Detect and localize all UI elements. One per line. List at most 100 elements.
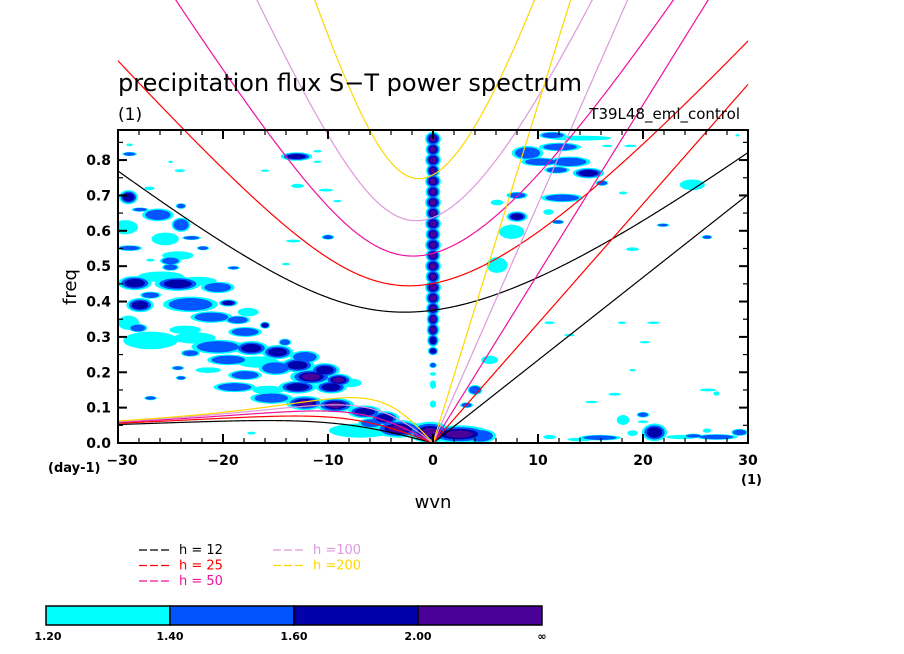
contour-patch-level-1: [647, 321, 660, 324]
x-tick-label: 20: [633, 453, 653, 469]
colorbar-segment: [169, 605, 295, 626]
contour-patch-level-1: [174, 169, 186, 173]
dispersion-curve-kelvin-h25: [432, 83, 749, 444]
contour-patch-level-2: [217, 383, 252, 392]
contour-patch-level-2: [702, 235, 712, 239]
legend-item: h =200: [273, 559, 361, 574]
contour-patch-level-1: [313, 160, 322, 164]
contour-patch-level-4: [302, 373, 321, 381]
contour-patch-level-2: [254, 393, 289, 403]
contour-patch-level-1: [481, 355, 499, 365]
y-tick-label: 0.5: [86, 259, 111, 275]
legend-label: h = 50: [179, 574, 223, 589]
contour-patch-level-2: [430, 362, 436, 368]
x-tick-label: 0: [428, 453, 438, 469]
contour-patch-level-1: [629, 368, 636, 372]
contour-patch-level-1: [618, 191, 628, 195]
y-tick-label: 0.4: [86, 295, 111, 311]
colorbar-level-label: 2.00: [404, 630, 431, 643]
contour-patch-level-1: [151, 232, 179, 246]
contour-patch-level-4: [429, 231, 437, 238]
contour-patch-level-2: [552, 157, 587, 167]
contour-patch-level-3: [241, 343, 262, 353]
contour-patch-level-1: [313, 150, 322, 153]
contour-patch-level-2: [176, 376, 186, 380]
contour-patch-level-1: [118, 220, 138, 235]
y-tick-label: 0.7: [86, 188, 111, 204]
contour-patch-level-1: [702, 428, 712, 433]
contour-patch-level-2: [196, 341, 239, 353]
chart-units-label: (1): [118, 105, 142, 125]
contour-patch-level-1: [123, 331, 178, 350]
legend-item: h = 50: [139, 574, 223, 589]
contour-patch-level-2: [228, 266, 239, 270]
contour-patch-level-2: [183, 236, 200, 240]
y-tick-label: 0.2: [86, 365, 111, 381]
contour-patch-level-3: [375, 413, 394, 423]
contour-patch-level-3: [131, 300, 149, 310]
contour-patch-level-2: [145, 209, 171, 220]
dispersion-curve-ig-n1-h25: [117, 40, 749, 287]
contour-patch-level-2: [545, 194, 579, 202]
contour-patch-level-1: [260, 169, 270, 172]
dispersion-curve-ig-n1-h100: [256, 0, 593, 222]
y-tick-label: 0.3: [86, 330, 111, 346]
contour-patch-level-2: [173, 219, 189, 231]
contour-patch-level-3: [268, 347, 288, 357]
contour-patch-level-1: [169, 325, 201, 335]
x-tick-label: −30: [106, 453, 137, 469]
axis-tick-labels: −30 −20 −10 0 10 20 30 0.0 0.1 0.2 0.3 0.4 0.5 0.6 0.7…: [86, 153, 758, 469]
dispersion-curve-ig-n1-h200: [314, 0, 536, 180]
y-axis-title: freq: [60, 269, 81, 305]
contour-patch-level-4: [429, 146, 437, 153]
contour-patch-level-1: [237, 307, 259, 317]
contour-patch-level-1: [544, 321, 555, 325]
y-tick-label: 0.0: [86, 436, 111, 452]
contour-patch-level-1: [624, 144, 637, 148]
contour-patch-level-1: [617, 321, 627, 324]
contour-patch-level-3: [163, 279, 192, 289]
contour-patch-level-1: [333, 199, 342, 203]
contour-patch-level-1: [602, 144, 613, 148]
contour-patch-level-2: [637, 412, 649, 417]
contour-patch-level-1: [286, 239, 301, 243]
contour-patch-level-1: [499, 224, 525, 239]
contour-patch-level-3: [124, 278, 145, 288]
contour-patch-level-2: [204, 282, 232, 292]
colorbar-level-label: ∞: [537, 630, 546, 643]
legend-item: h = 25: [139, 559, 223, 574]
contour-patch-level-2: [211, 355, 246, 365]
contour-patch-level-4: [429, 188, 437, 195]
dispersion-curve-er-n1-h200: [117, 397, 434, 444]
contour-patch-level-1: [543, 434, 556, 440]
contour-patch-level-2: [685, 434, 701, 438]
y-tick-label: 0.8: [86, 153, 111, 169]
contour-patch-level-2: [699, 434, 734, 440]
contour-patch-level-4: [429, 199, 437, 206]
contour-patch-level-3: [122, 192, 135, 202]
contour-patch-level-2: [119, 245, 140, 251]
contour-patch-level-4: [430, 316, 436, 323]
contour-patch-level-2: [142, 292, 159, 298]
contour-patch-level-1: [699, 388, 717, 392]
contour-patch-level-4: [429, 241, 437, 248]
colorbar-segment: [293, 605, 419, 626]
contour-patch-level-4: [430, 326, 436, 333]
contour-patch-level-1: [291, 183, 304, 189]
contour-patch-level-1: [168, 160, 173, 164]
contour-patch-level-2: [133, 207, 147, 212]
contour-patch-level-2: [130, 324, 146, 332]
x-axis-units: (1): [741, 473, 762, 488]
contour-patch-level-2: [163, 264, 178, 271]
legend-label: h =100: [313, 543, 361, 558]
contour-patch-level-3: [429, 336, 437, 345]
x-tick-label: 10: [528, 453, 548, 469]
colorbar-level-label: 1.40: [156, 630, 183, 643]
contour-patch-level-1: [713, 391, 720, 396]
dispersion-curve-ig-n1-h12: [117, 152, 749, 313]
contour-patch-level-2: [198, 246, 209, 250]
contour-patch-level-2: [162, 257, 179, 265]
contour-patch-level-2: [182, 350, 199, 356]
contour-patch-level-2: [279, 339, 290, 346]
